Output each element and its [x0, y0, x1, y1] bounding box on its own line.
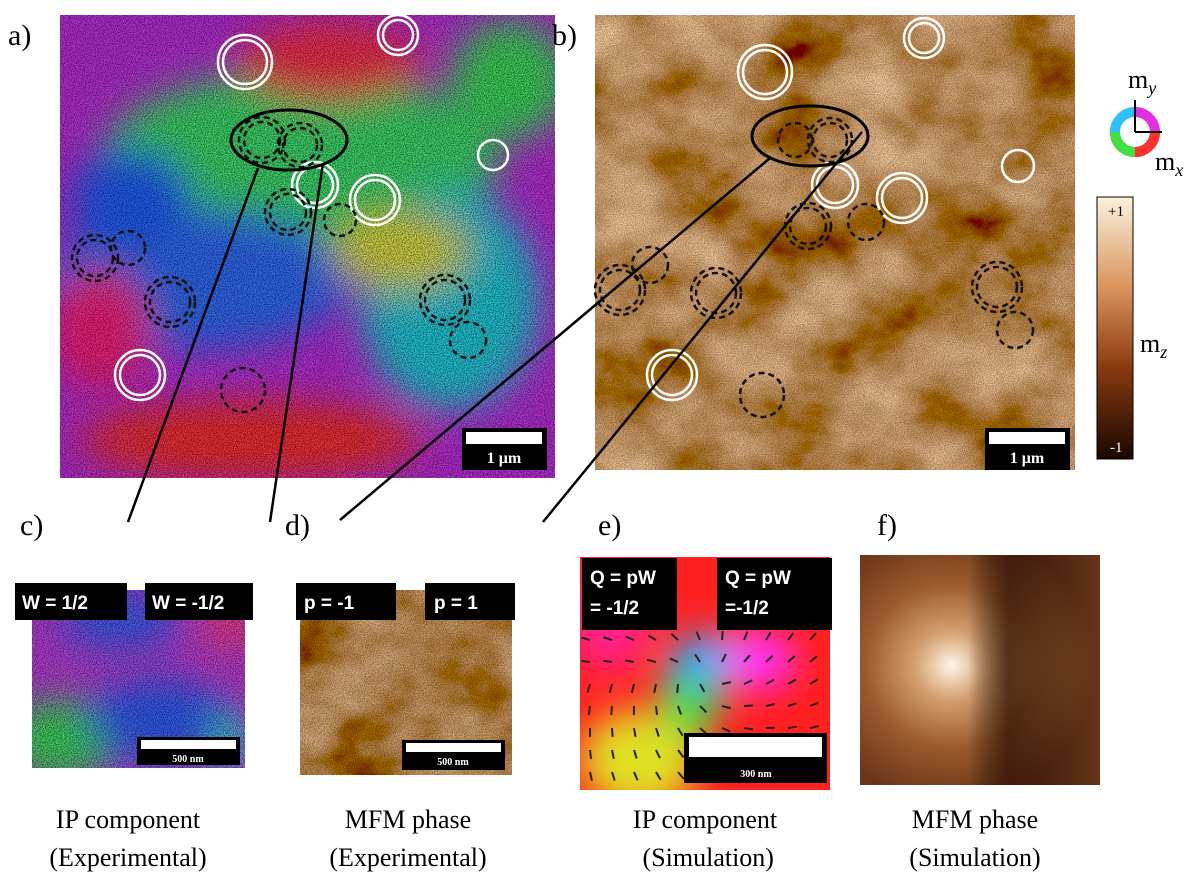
spin-arrow [589, 706, 590, 715]
scale-bar-label: 500 nm [172, 754, 204, 765]
scale-bar-label: 300 nm [740, 769, 772, 780]
my-label: my [1128, 65, 1156, 98]
panel-b-noise [595, 15, 1075, 470]
panel-f-shade [860, 555, 1100, 785]
panel-label: c) [20, 509, 43, 542]
caption: MFM phase [912, 805, 1038, 834]
tag: Q = pW [725, 568, 791, 589]
spin-arrow [656, 706, 657, 715]
colorbar-max: +1 [1108, 204, 1124, 220]
spin-arrow [744, 728, 753, 729]
scale-bar [406, 743, 501, 752]
caption: IP component [633, 805, 778, 834]
caption: IP component [56, 805, 201, 834]
my-sub: y [1146, 78, 1156, 98]
mx: m [1155, 147, 1175, 176]
scale-bar [141, 740, 236, 749]
spin-arrow [590, 750, 591, 759]
spin-arrow [612, 728, 613, 737]
mx-sub: x [1174, 160, 1183, 180]
scale-bar [689, 737, 822, 757]
caption: (Experimental) [329, 843, 486, 872]
tag: Q = pW [590, 568, 656, 589]
panel-label: a) [8, 19, 31, 52]
spin-arrow [581, 661, 590, 662]
panel-label: b) [552, 19, 577, 52]
caption: MFM phase [345, 805, 471, 834]
colorbar-min: -1 [1110, 440, 1123, 456]
mz-label: mz [1140, 329, 1167, 362]
mz-sub: z [1159, 342, 1167, 362]
caption: (Simulation) [636, 843, 774, 872]
panel-label: f) [877, 509, 897, 542]
scale-bar-label: 1 μm [1010, 450, 1045, 467]
scale-bar [466, 432, 542, 444]
spin-arrow [677, 684, 678, 693]
tag: p = -1 [304, 593, 355, 614]
caption: (Experimental) [49, 843, 206, 872]
scale-bar-label: 1 μm [487, 450, 522, 467]
panel-label: d) [285, 509, 310, 542]
panel-label: e) [598, 509, 621, 542]
caption: (Simulation) [909, 843, 1040, 872]
spin-arrow [611, 706, 612, 715]
mx-label: mx [1155, 147, 1183, 180]
tag: =-1/2 [725, 598, 769, 619]
figure: 1 μm 1 μm a) b) my mx +1 -1 mz c) W = 1/… [0, 0, 1203, 881]
tag: = -1/2 [590, 598, 639, 619]
my: m [1128, 65, 1148, 94]
tag: W = 1/2 [22, 593, 88, 614]
spin-arrow [722, 631, 723, 640]
tag: W = -1/2 [152, 593, 224, 614]
colorbar [1097, 197, 1133, 459]
spin-arrow [788, 727, 797, 728]
tag: p = 1 [434, 593, 478, 614]
spin-arrow [744, 705, 753, 706]
scale-bar [989, 432, 1065, 444]
scale-bar-label: 500 nm [437, 757, 469, 768]
mz: m [1140, 329, 1160, 358]
spin-arrow [603, 661, 612, 662]
